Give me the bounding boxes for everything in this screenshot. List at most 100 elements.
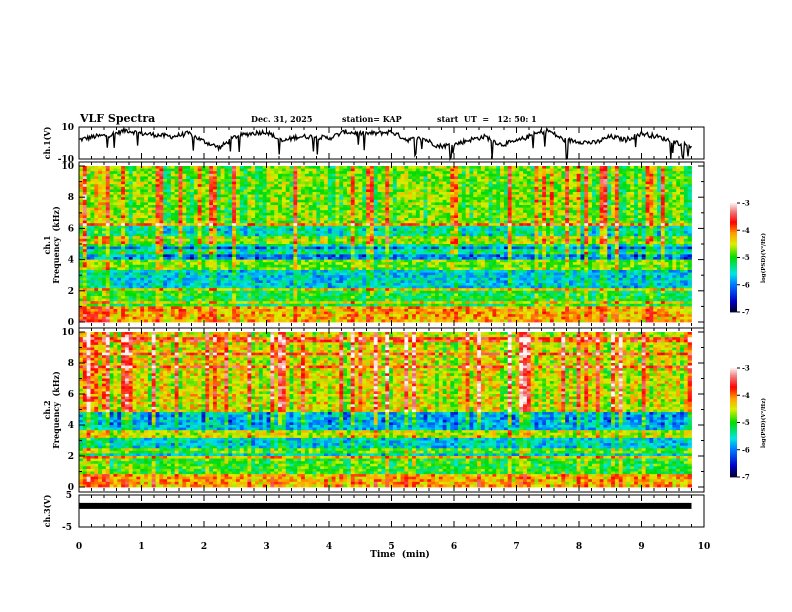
spectrogram-cell [343, 207, 348, 211]
spectrogram-cell [86, 218, 91, 221]
spectrogram-cell [304, 181, 310, 185]
spectrogram-cell [653, 238, 658, 242]
spectrogram-cell [668, 173, 673, 177]
spectrogram-cell [266, 179, 271, 182]
spectrogram-cell [316, 189, 321, 193]
spectrogram-cell [408, 223, 413, 227]
spectrogram-cell [469, 223, 474, 227]
spectrogram-cell [668, 179, 673, 182]
spectrogram-cell [132, 238, 137, 242]
spectrogram-cell [232, 181, 237, 185]
spectrogram-cell [90, 220, 95, 224]
spectrogram-cell [595, 168, 601, 172]
spectrogram-cell [205, 228, 210, 232]
spectrogram-cell [324, 212, 329, 216]
spectrogram-cell [664, 212, 669, 216]
spectrogram-cell [496, 205, 501, 208]
spectrogram-cell [174, 210, 179, 214]
spectrogram-cell [224, 192, 229, 195]
spectrogram-cell [572, 181, 578, 185]
spectrogram-cell [377, 181, 382, 185]
spectrogram-cell [274, 215, 279, 219]
spectrogram-cell [614, 202, 620, 206]
spectrogram-cell [672, 220, 677, 224]
spectrogram-cell [553, 173, 558, 177]
spectrogram-cell [454, 197, 459, 201]
spectrogram-cell [561, 228, 566, 232]
spectrogram-cell [427, 173, 432, 177]
spectrogram-cell [212, 205, 218, 208]
spectrogram-cell [258, 166, 264, 169]
spectrogram-cell [262, 179, 267, 182]
spectrogram-cell [649, 186, 654, 190]
spectrogram-cell [446, 231, 451, 234]
spectrogram-cell [105, 184, 111, 188]
spectrogram-cell [346, 238, 352, 242]
spectrogram-cell [523, 238, 528, 242]
spectrogram-cell [79, 225, 84, 229]
spectrogram-cell [335, 207, 340, 211]
spectrogram-cell [331, 215, 336, 219]
spectrogram-cell [503, 199, 509, 203]
spectrogram-cell [614, 199, 620, 203]
spectrogram-cell [438, 228, 444, 232]
spectrogram-cell [239, 202, 245, 206]
spectrogram-cell [519, 184, 524, 188]
spectrogram-cell [396, 189, 401, 193]
spectrogram-cell [500, 215, 505, 219]
spectrogram-cell [412, 205, 417, 208]
spectrogram-cell [457, 228, 463, 232]
spectrogram-cell [327, 238, 333, 242]
spectrogram-cell [94, 212, 99, 216]
spectrogram-cell [634, 166, 639, 169]
spectrogram-cell [266, 228, 271, 232]
spectrogram-cell [366, 166, 371, 169]
spectrogram-cell [415, 166, 421, 169]
spectrogram-cell [239, 228, 245, 232]
spectrogram-cell [641, 212, 646, 216]
spectrogram-cell [507, 236, 512, 240]
spectrogram-cell [132, 212, 137, 216]
spectrogram-cell [105, 192, 111, 195]
spectrogram-cell [438, 210, 444, 214]
spectrogram-cell [147, 181, 153, 185]
spectrogram-cell [641, 173, 646, 177]
spectrogram-cell [557, 205, 562, 208]
spectrogram-cell [262, 218, 267, 221]
spectrogram-cell [473, 212, 478, 216]
spectrogram-cell [591, 181, 597, 185]
spectrogram-cell [381, 215, 386, 219]
spectrogram-cell [664, 215, 669, 219]
spectrogram-cell [228, 173, 233, 177]
spectrogram-cell [304, 173, 310, 177]
spectrogram-cell [450, 199, 455, 203]
spectrogram-cell [595, 207, 601, 211]
spectrogram-cell [270, 171, 275, 175]
spectrogram-cell [614, 231, 620, 234]
spectrogram-cell [500, 238, 505, 242]
spectrogram-cell [270, 194, 275, 198]
spectrogram-cell [427, 176, 432, 180]
spectrogram-cell [480, 176, 486, 180]
spectrogram-cell [614, 186, 620, 190]
spectrogram-cell [645, 171, 650, 175]
spectrogram-cell [653, 199, 658, 203]
spectrogram-cell [649, 192, 654, 195]
spectrogram-cell [312, 233, 317, 237]
spectrogram-cell [182, 220, 187, 224]
spectrogram-cell [94, 166, 99, 169]
spectrogram-cell [304, 176, 310, 180]
spectrogram-cell [549, 173, 555, 177]
spectrogram-cell [515, 207, 520, 211]
spectrogram-cell [354, 199, 359, 203]
spectrogram-cell [664, 194, 669, 198]
spectrogram-cell [366, 241, 371, 245]
spectrogram-cell [247, 238, 252, 242]
spectrogram-cell [477, 205, 482, 208]
spectrogram-cell [289, 233, 294, 237]
spectrogram-cell [109, 173, 114, 177]
spectrogram-cell [668, 197, 673, 201]
spectrogram-cell [216, 218, 222, 221]
spectrogram-cell [519, 210, 524, 214]
spectrogram-cell [503, 215, 509, 219]
